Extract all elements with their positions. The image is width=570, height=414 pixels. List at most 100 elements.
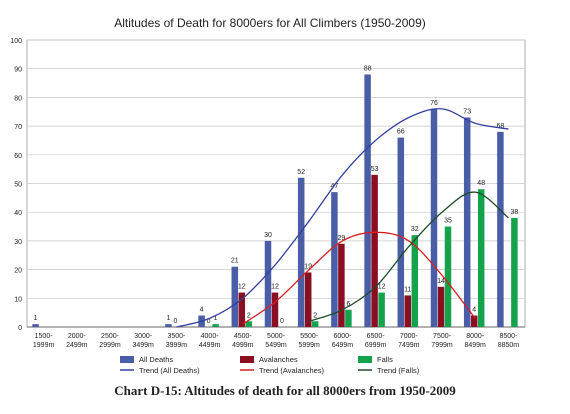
bar xyxy=(345,309,352,327)
data-label: 2 xyxy=(247,312,251,319)
data-label: 1 xyxy=(166,315,170,322)
bar xyxy=(264,240,272,327)
legend-label: All Deaths xyxy=(139,355,173,364)
x-tick-label: 7000- xyxy=(400,333,419,340)
data-label: 35 xyxy=(444,218,452,225)
bar xyxy=(477,189,485,327)
x-tick-label: 6499m xyxy=(332,342,354,349)
x-tick-label: 8850m xyxy=(498,342,520,349)
bar xyxy=(311,321,319,327)
x-tick-label: 2499m xyxy=(66,342,88,349)
data-label: 1 xyxy=(34,315,38,322)
data-label: 14 xyxy=(437,278,445,285)
bar xyxy=(470,315,478,327)
bar xyxy=(497,131,504,327)
x-tick-label: 3999m xyxy=(166,342,188,349)
x-tick-label: 2999m xyxy=(99,342,121,349)
bar xyxy=(511,217,518,327)
x-tick-label: 4500- xyxy=(234,333,253,340)
y-tick-label: 90 xyxy=(14,67,22,74)
data-label: 52 xyxy=(297,169,305,176)
x-tick-label: 6500- xyxy=(367,333,386,340)
x-tick-label: 5499m xyxy=(265,342,287,349)
plot-area: 01020304050607080901001500-1999m2000-249… xyxy=(10,38,526,349)
legend-label: Falls xyxy=(377,355,393,364)
x-tick-label: 1999m xyxy=(33,342,55,349)
y-tick-label: 10 xyxy=(14,296,22,303)
x-tick-label: 8000- xyxy=(466,333,485,340)
bar xyxy=(397,137,405,327)
data-label: 0 xyxy=(280,318,284,325)
data-label: 2 xyxy=(313,312,317,319)
x-tick-label: 6000- xyxy=(333,333,352,340)
bar xyxy=(430,108,438,327)
y-tick-label: 60 xyxy=(14,153,22,160)
x-tick-label: 7999m xyxy=(431,342,453,349)
data-label: 32 xyxy=(411,226,419,233)
legend-label: Trend (Falls) xyxy=(377,366,420,375)
x-tick-label: 8500- xyxy=(499,333,518,340)
legend-swatch xyxy=(120,356,134,363)
y-tick-label: 30 xyxy=(14,239,22,246)
bar xyxy=(297,177,305,327)
x-tick-label: 2500- xyxy=(101,333,120,340)
bar xyxy=(411,235,419,327)
data-label: 38 xyxy=(511,209,519,216)
x-tick-label: 7499m xyxy=(398,342,420,349)
bar xyxy=(404,295,412,327)
y-tick-label: 0 xyxy=(18,325,22,332)
data-label: 12 xyxy=(238,284,246,291)
bar xyxy=(444,226,452,327)
data-label: 4 xyxy=(472,307,476,314)
bar xyxy=(165,324,172,327)
data-label: 53 xyxy=(371,166,379,173)
data-label: 68 xyxy=(497,123,505,130)
data-label: 29 xyxy=(338,235,346,242)
data-label: 1 xyxy=(214,315,218,322)
x-tick-label: 1500- xyxy=(35,333,54,340)
bar xyxy=(437,286,445,327)
y-tick-label: 70 xyxy=(14,124,22,131)
x-tick-label: 8499m xyxy=(464,342,486,349)
bar xyxy=(32,324,39,327)
data-label: 0 xyxy=(207,318,211,325)
bar xyxy=(364,74,371,327)
data-label: 48 xyxy=(477,180,485,187)
bar xyxy=(304,272,312,327)
data-label: 88 xyxy=(364,65,372,72)
y-tick-label: 20 xyxy=(14,268,22,275)
data-label: 47 xyxy=(331,183,339,190)
legend-label: Avalanches xyxy=(259,355,298,364)
y-tick-label: 100 xyxy=(10,38,22,45)
data-label: 30 xyxy=(264,232,272,239)
x-tick-label: 6999m xyxy=(365,342,387,349)
bar xyxy=(331,192,338,327)
data-label: 6 xyxy=(346,301,350,308)
x-tick-label: 4000- xyxy=(201,333,220,340)
legend-swatch xyxy=(358,356,372,363)
bar xyxy=(338,243,345,327)
data-label: 19 xyxy=(304,263,312,270)
data-label: 12 xyxy=(271,284,279,291)
bar xyxy=(212,324,219,327)
x-tick-label: 3500- xyxy=(167,333,186,340)
data-label: 73 xyxy=(463,108,471,115)
x-tick-label: 3499m xyxy=(132,342,154,349)
bar xyxy=(245,321,253,327)
chart-title: Altitudes of Death for 8000ers for All C… xyxy=(114,16,426,30)
figure-caption: Chart D-15: Altitudes of death for all 8… xyxy=(114,383,456,398)
y-tick-label: 50 xyxy=(14,182,22,189)
x-tick-label: 5000- xyxy=(267,333,286,340)
bar xyxy=(378,292,385,327)
x-tick-label: 3000- xyxy=(134,333,153,340)
data-label: 0 xyxy=(173,318,177,325)
bar xyxy=(238,292,246,327)
data-label: 12 xyxy=(378,284,386,291)
y-tick-label: 40 xyxy=(14,210,22,217)
legend: All Deaths Avalanches Falls Trend (All Deat… xyxy=(120,355,420,375)
legend-label: Trend (All Deaths) xyxy=(139,366,200,375)
x-tick-label: 4499m xyxy=(199,342,221,349)
trend-line xyxy=(176,108,509,328)
x-tick-label: 2000- xyxy=(68,333,87,340)
